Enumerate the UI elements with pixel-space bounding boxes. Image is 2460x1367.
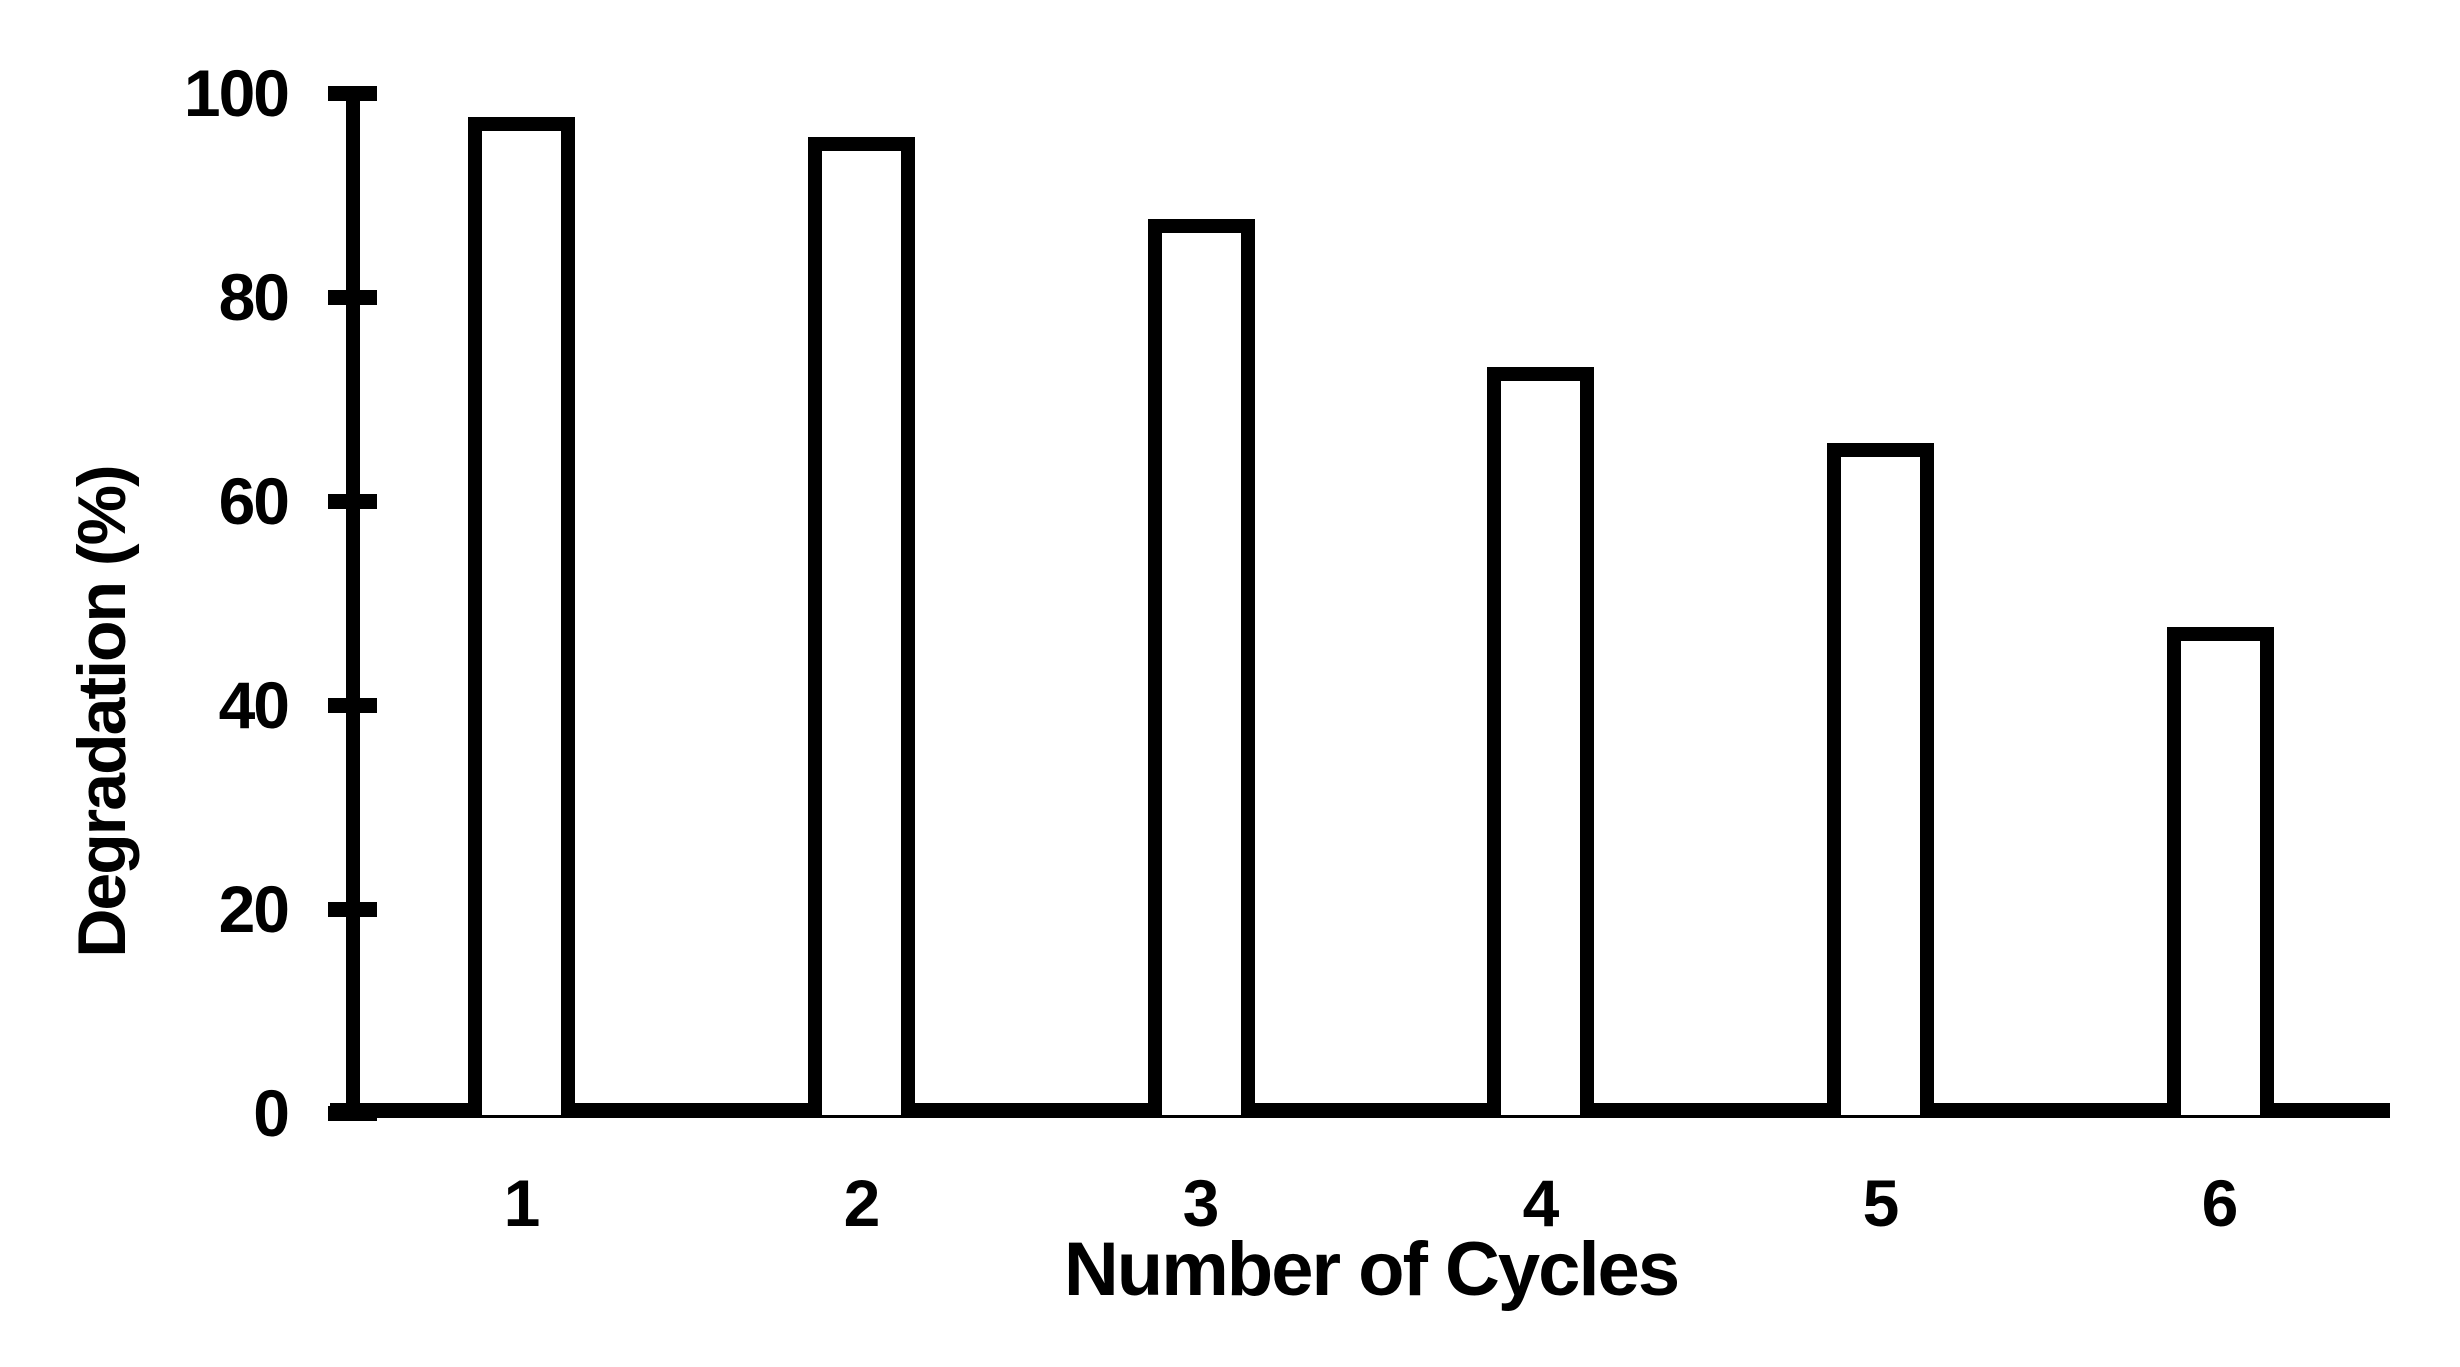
bar-5 [1827,443,1934,1115]
x-axis-title: Number of Cycles [1063,1227,1680,1312]
x-category-label-2: 2 [843,1166,881,1240]
x-category-label-3: 3 [1182,1166,1220,1240]
bar-3 [1148,219,1255,1115]
bar-2 [808,137,915,1115]
bar-4 [1487,367,1594,1115]
y-tick-100 [328,85,377,101]
y-tick-label-20: 20 [218,872,290,946]
bar-6 [2167,627,2274,1115]
y-tick-label-100: 100 [183,56,290,130]
x-category-label-1: 1 [503,1166,541,1240]
y-tick-label-80: 80 [218,260,290,334]
y-tick-label-60: 60 [218,464,290,538]
bar-1 [468,117,575,1115]
x-axis-line [330,1103,2390,1118]
y-tick-40 [328,697,377,713]
y-tick-60 [328,493,377,509]
y-tick-label-40: 40 [218,668,290,742]
y-tick-0 [328,1105,377,1121]
y-tick-80 [328,289,377,305]
x-category-label-4: 4 [1522,1166,1560,1240]
y-tick-20 [328,901,377,917]
x-category-label-6: 6 [2201,1166,2239,1240]
y-axis-line [346,86,360,1115]
x-category-label-5: 5 [1862,1166,1900,1240]
y-tick-label-0: 0 [253,1076,290,1150]
